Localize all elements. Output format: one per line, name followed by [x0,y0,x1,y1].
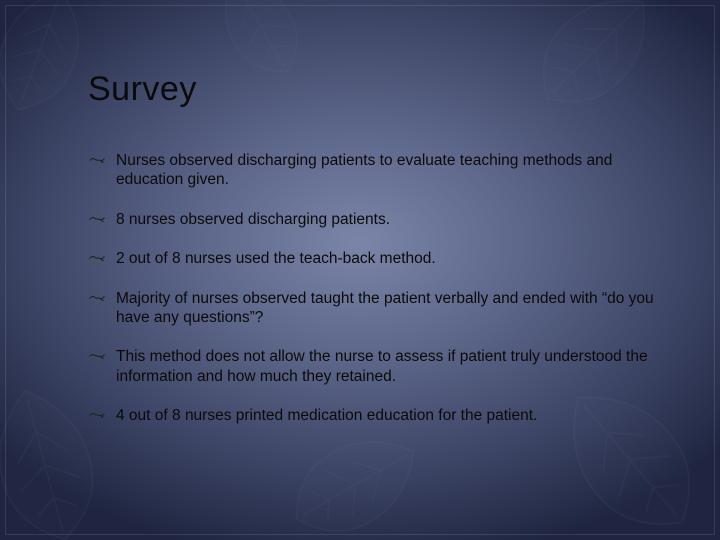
bullet-item: 2 out of 8 nurses used the teach-back me… [88,249,660,268]
slide: Survey Nurses observed discharging patie… [0,0,720,540]
bullet-list: Nurses observed discharging patients to … [88,151,660,425]
bullet-item: This method does not allow the nurse to … [88,347,660,386]
bullet-item: 8 nurses observed discharging patients. [88,210,660,229]
bullet-item: Majority of nurses observed taught the p… [88,289,660,328]
bullet-item: Nurses observed discharging patients to … [88,151,660,190]
bullet-item: 4 out of 8 nurses printed medication edu… [88,406,660,425]
slide-title: Survey [88,70,660,109]
content-area: Survey Nurses observed discharging patie… [88,70,660,445]
